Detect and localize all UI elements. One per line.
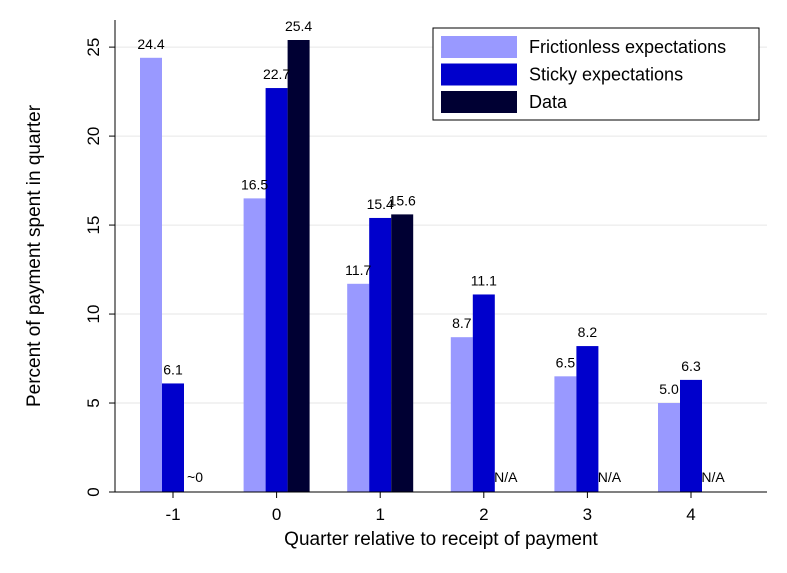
legend-swatch (441, 91, 517, 113)
y-tick-label: 10 (84, 305, 103, 324)
data-label: 15.4 (367, 196, 394, 212)
bar (554, 376, 577, 492)
data-label: 11.1 (471, 272, 497, 288)
y-tick-label: 5 (84, 398, 103, 407)
legend-label: Data (529, 92, 568, 112)
legend-label: Frictionless expectations (529, 37, 726, 57)
legend-swatch (441, 63, 517, 86)
bar (287, 40, 310, 492)
bar (347, 283, 370, 492)
data-label: 15.6 (389, 192, 416, 208)
data-label: 11.7 (345, 262, 371, 278)
y-tick-label: 25 (84, 38, 103, 57)
data-label: 24.4 (137, 36, 164, 52)
bar (243, 198, 266, 492)
data-label: 25.4 (285, 18, 312, 34)
bar (140, 57, 162, 492)
x-tick-label: 0 (272, 505, 281, 524)
bars (140, 40, 702, 492)
x-tick-label: 2 (479, 505, 488, 524)
bar (391, 214, 414, 492)
data-label: N/A (598, 469, 622, 485)
bar (680, 379, 702, 492)
y-tick-label: 20 (84, 127, 103, 146)
legend: Frictionless expectations Sticky expectat… (432, 27, 760, 121)
data-label: 6.1 (163, 361, 183, 377)
x-tick-label: 4 (686, 505, 695, 524)
bar (450, 337, 473, 492)
y-tick-label: 15 (84, 216, 103, 235)
data-label: 16.5 (241, 176, 268, 192)
data-labels: 24.4 6.1 ~0 16.5 22.7 25.4 11.7 15.415.6 8.7 11.1… (137, 18, 725, 485)
legend-swatch (441, 36, 517, 58)
data-label: N/A (701, 469, 725, 485)
data-label: 22.7 (263, 66, 290, 82)
bar (576, 346, 599, 492)
legend-label: Sticky expectations (529, 65, 683, 85)
bar (162, 383, 184, 492)
data-label: 8.7 (452, 315, 472, 331)
data-label: ~0 (187, 469, 203, 485)
bar (658, 403, 680, 492)
x-tick-label: 1 (375, 505, 384, 524)
data-label: 6.5 (556, 354, 576, 370)
y-axis-label: Percent of payment spent in quarter (24, 104, 45, 407)
data-label: 6.3 (681, 358, 701, 374)
data-label: N/A (494, 469, 518, 485)
x-axis-label: Quarter relative to receipt of payment (284, 529, 598, 550)
x-tick-label: -1 (165, 505, 180, 524)
data-label: 5.0 (659, 381, 679, 397)
x-tick-label: 3 (583, 505, 592, 524)
bar (369, 217, 392, 492)
y-tick-label: 0 (84, 487, 103, 496)
data-label: 8.2 (578, 324, 598, 340)
axes: 0 5 10 15 20 25 -1 0 1 2 3 4 (84, 20, 767, 524)
bar (472, 294, 495, 492)
bar (265, 88, 288, 492)
